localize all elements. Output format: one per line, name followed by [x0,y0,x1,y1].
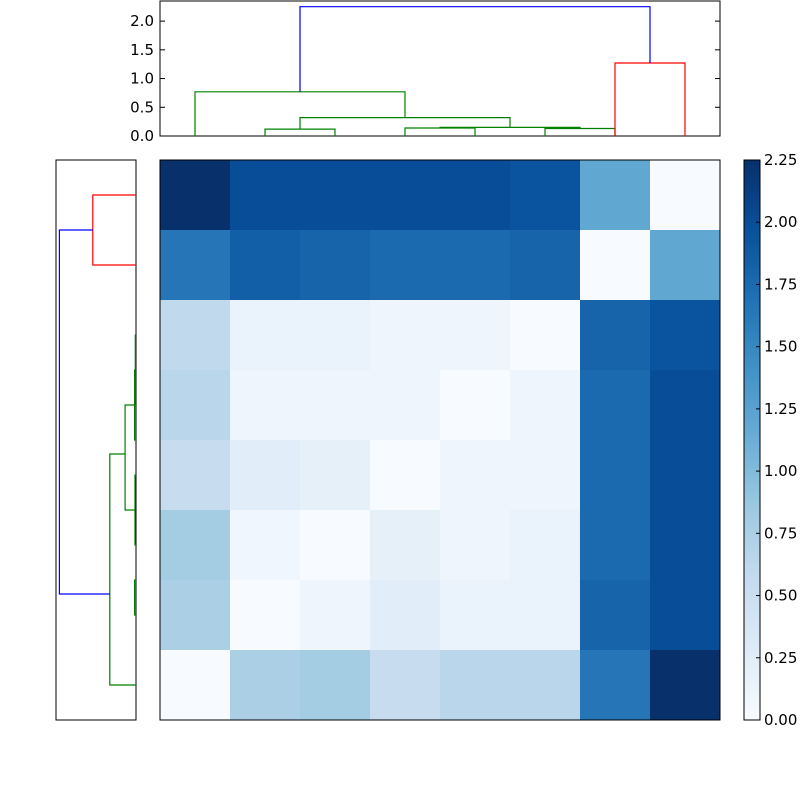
colorbar-tick-label: 0.50 [764,587,797,605]
heatmap-cell [510,510,581,581]
top-dendrogram-link [299,6,651,92]
heatmap-cell [650,440,721,511]
heatmap-cell [440,510,511,581]
heatmap-cell [160,440,231,511]
heatmap-cell [230,160,301,231]
top-dendrogram-ytick-label: 2.0 [130,12,154,30]
heatmap-cell [650,370,721,441]
heatmap-cell [370,160,441,231]
heatmap-cell [370,650,441,721]
heatmap-cell [300,440,371,511]
heatmap-cell [440,160,511,231]
colorbar-tick-label: 1.75 [764,275,797,293]
top-dendrogram-ytick-label: 1.0 [130,70,154,88]
heatmap-cell [580,440,651,511]
heatmap-cell [370,440,441,511]
heatmap-cell [650,300,721,371]
heatmap-cell [160,580,231,651]
heatmap-cell [650,510,721,581]
colorbar-bar [743,159,761,721]
left-dendrogram-link [134,334,136,406]
colorbar-tick-label: 1.00 [764,462,797,480]
top-dendrogram-ytick-label: 1.5 [130,41,154,59]
colorbar-tick-label: 0.75 [764,524,797,542]
heatmap-cell [370,370,441,441]
colorbar-tick-label: 0.00 [764,711,797,729]
heatmap [159,159,721,721]
heatmap-cell [440,440,511,511]
heatmap-cell [510,230,581,301]
heatmap-cell [300,230,371,301]
left-dendrogram-link [124,404,135,511]
heatmap-cell [160,510,231,581]
top-dendrogram: 0.0 0.5 1.0 1.5 2.0 [130,0,721,145]
heatmap-cell [440,300,511,371]
heatmap-cell [650,650,721,721]
top-dendrogram-link [264,128,336,136]
heatmap-cell [230,230,301,301]
heatmap-cell [580,510,651,581]
left-dendrogram-link [58,229,110,595]
heatmap-cell [230,300,301,371]
heatmap-cell [160,300,231,371]
left-dendrogram-link [134,579,136,616]
heatmap-cell [580,370,651,441]
heatmap-cell [440,650,511,721]
heatmap-cell [370,580,441,651]
heatmap-cell [440,580,511,651]
left-dendrogram-frame [55,159,137,721]
top-dendrogram-link [614,62,686,136]
heatmap-cell [580,580,651,651]
heatmap-cell [510,650,581,721]
left-dendrogram [55,159,137,721]
heatmap-cell [160,230,231,301]
heatmap-cell [510,300,581,371]
top-dendrogram-link [544,127,616,136]
top-dendrogram-ytick-label: 0.0 [130,127,154,145]
heatmap-cell [230,370,301,441]
heatmap-frame [159,159,721,721]
heatmap-cell [370,230,441,301]
colorbar-tick-label: 1.50 [764,338,797,356]
left-dendrogram-link [109,453,136,686]
heatmap-cell [300,580,371,651]
heatmap-cell [300,370,371,441]
heatmap-cell [650,230,721,301]
top-dendrogram-link [404,127,476,136]
heatmap-cell [510,580,581,651]
heatmap-cell [510,160,581,231]
top-dendrogram-frame [159,0,721,137]
heatmap-cell [580,160,651,231]
heatmap-cell [230,510,301,581]
colorbar-tick-label: 1.25 [764,400,797,418]
heatmap-cell [230,650,301,721]
colorbar-tick-label: 0.25 [764,649,797,667]
heatmap-cell [230,440,301,511]
heatmap-cell [300,650,371,721]
colorbar-tick-label: 2.00 [764,213,797,231]
heatmap-cell [300,510,371,581]
heatmap-cell [580,300,651,371]
heatmap-cell [510,440,581,511]
heatmap-cell [230,580,301,651]
heatmap-cell [300,160,371,231]
heatmap-cell [370,300,441,371]
heatmap-cell [370,510,441,581]
colorbar-tick-label: 2.25 [764,151,797,169]
heatmap-cell [160,370,231,441]
colorbar: 0.00 0.25 0.50 0.75 1.00 1.25 1.50 1.75 2.00 2.25 [743,151,797,729]
heatmap-cell [650,580,721,651]
heatmap-cell [160,160,231,231]
heatmap-cell [160,650,231,721]
heatmap-cell [650,160,721,231]
top-dendrogram-ytick-label: 0.5 [130,98,154,116]
heatmap-cell [300,300,371,371]
left-dendrogram-link [92,194,136,266]
heatmap-cell [440,370,511,441]
heatmap-cell [440,230,511,301]
heatmap-cell [580,650,651,721]
heatmap-cell [510,370,581,441]
heatmap-cell [580,230,651,301]
